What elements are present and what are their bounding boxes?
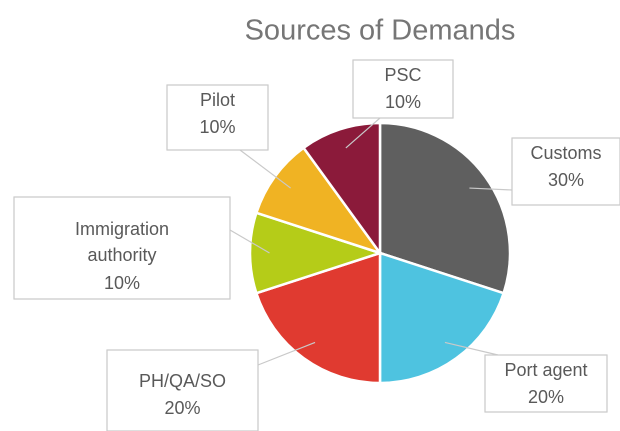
callout-box: [13, 196, 231, 300]
callout-box: [352, 59, 454, 119]
category-label: Port agent: [504, 360, 587, 380]
value-label: 10%: [104, 273, 140, 293]
pie-slice: [301, 121, 382, 257]
pie-slice: [378, 251, 506, 385]
value-label: 10%: [385, 92, 421, 112]
chart-title: Sources of Demands: [245, 15, 516, 47]
pie-slice: [254, 251, 382, 385]
value-label: 30%: [548, 170, 584, 190]
category-label: Pilot: [200, 90, 235, 110]
category-label: PSC: [384, 65, 421, 85]
callout-pointer: [469, 187, 513, 191]
value-label: 20%: [164, 398, 200, 418]
category-label: Customs: [530, 143, 601, 163]
callout-pointer: [239, 149, 291, 189]
callout-pointer: [345, 117, 381, 149]
category-label: PH/QA/SO: [139, 371, 226, 391]
value-label: 10%: [199, 117, 235, 137]
callout-box: [106, 349, 259, 431]
callout-box: [484, 354, 608, 413]
callout-box: [511, 137, 620, 206]
pie-slice: [248, 211, 385, 295]
category-label: Immigration authority: [75, 219, 169, 265]
callout-pointer: [229, 229, 270, 254]
callout-box: [166, 84, 269, 151]
callout-pointer: [444, 341, 499, 356]
value-label: 20%: [528, 387, 564, 407]
pie-slice: [378, 121, 512, 295]
callout-pointer: [257, 341, 316, 366]
